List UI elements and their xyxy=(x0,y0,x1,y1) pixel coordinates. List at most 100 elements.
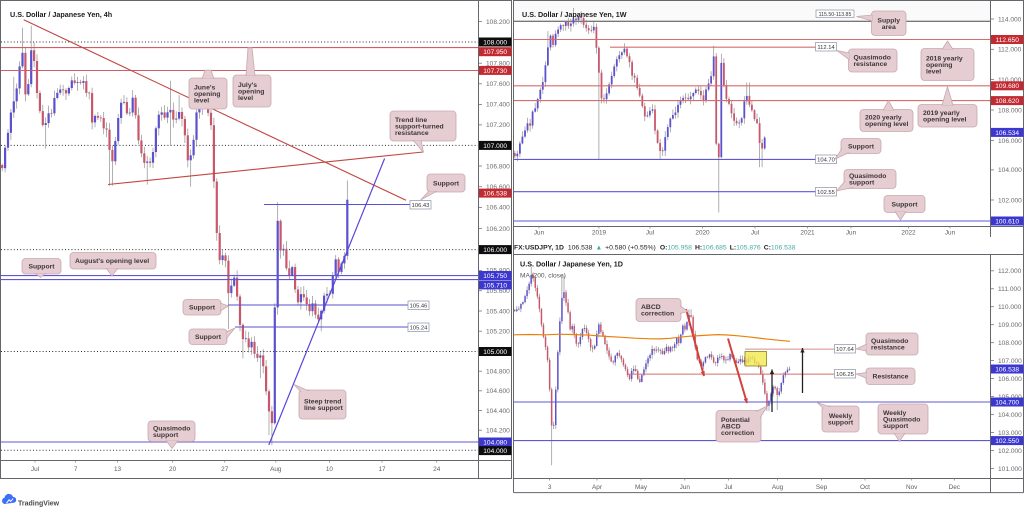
svg-text:112.650: 112.650 xyxy=(996,37,1020,44)
svg-text:support: support xyxy=(883,423,909,430)
svg-text:resistance: resistance xyxy=(395,130,429,137)
svg-text:Support: Support xyxy=(848,143,875,150)
svg-text:ABCD: ABCD xyxy=(641,304,661,311)
svg-text:support: support xyxy=(828,420,854,427)
svg-text:109.000: 109.000 xyxy=(998,322,1022,329)
svg-text:13: 13 xyxy=(114,466,122,473)
svg-text:Nov: Nov xyxy=(906,484,918,491)
svg-text:August's opening level: August's opening level xyxy=(75,258,149,265)
svg-text:109.680: 109.680 xyxy=(995,83,1019,90)
svg-text:104.400: 104.400 xyxy=(486,408,510,415)
svg-text:107.000: 107.000 xyxy=(998,358,1022,365)
svg-text:Support: Support xyxy=(195,334,222,341)
svg-text:Support: Support xyxy=(28,264,55,271)
svg-text:107.800: 107.800 xyxy=(486,61,510,68)
svg-text:106.538: 106.538 xyxy=(483,191,507,198)
svg-text:Oct: Oct xyxy=(860,484,870,491)
svg-text:opening: opening xyxy=(194,91,220,98)
svg-text:2019 yearly: 2019 yearly xyxy=(923,110,960,117)
svg-text:112.000: 112.000 xyxy=(998,268,1022,275)
svg-text:Jun: Jun xyxy=(680,484,691,491)
svg-text:U.S. Dollar / Japanese Yen, 1W: U.S. Dollar / Japanese Yen, 1W xyxy=(522,10,627,19)
svg-text:106.600: 106.600 xyxy=(486,184,510,191)
svg-text:108.000: 108.000 xyxy=(998,340,1022,347)
svg-text:105.24: 105.24 xyxy=(410,325,429,331)
svg-text:Quasimodo: Quasimodo xyxy=(854,55,891,62)
svg-text:July's: July's xyxy=(238,82,257,89)
svg-text:106.000: 106.000 xyxy=(998,138,1022,145)
svg-text:107.730: 107.730 xyxy=(483,68,507,75)
svg-text:resistance: resistance xyxy=(871,345,905,352)
svg-text:U.S. Dollar / Japanese Yen, 4h: U.S. Dollar / Japanese Yen, 4h xyxy=(10,10,112,19)
svg-text:area: area xyxy=(882,24,896,31)
svg-text:105.000: 105.000 xyxy=(998,394,1022,401)
svg-text:104.080: 104.080 xyxy=(483,439,507,446)
svg-text:107.200: 107.200 xyxy=(486,122,510,129)
svg-text:2022: 2022 xyxy=(901,230,916,237)
svg-text:104.000: 104.000 xyxy=(998,412,1022,419)
svg-text:105.200: 105.200 xyxy=(486,329,510,336)
svg-text:104.70: 104.70 xyxy=(817,157,835,163)
svg-text:102.55: 102.55 xyxy=(817,190,835,196)
svg-text:Potential: Potential xyxy=(721,417,750,424)
svg-text:108.620: 108.620 xyxy=(995,98,1019,105)
svg-text:2018 yearly: 2018 yearly xyxy=(926,55,963,62)
svg-text:106.000: 106.000 xyxy=(483,247,507,254)
svg-text:102.000: 102.000 xyxy=(998,197,1022,204)
svg-text:106.25: 106.25 xyxy=(836,372,854,378)
svg-text:Dec: Dec xyxy=(949,484,961,491)
svg-text:Resistance: Resistance xyxy=(873,374,909,381)
svg-text:24: 24 xyxy=(433,466,441,473)
svg-text:Support: Support xyxy=(891,201,918,208)
svg-text:Apr: Apr xyxy=(592,484,603,491)
svg-text:U.S. Dollar / Japanese Yen, 1D: U.S. Dollar / Japanese Yen, 1D xyxy=(520,260,623,269)
svg-text:level: level xyxy=(238,95,253,102)
svg-text:108.200: 108.200 xyxy=(486,19,510,26)
svg-text:104.000: 104.000 xyxy=(483,448,507,455)
svg-text:20: 20 xyxy=(169,466,177,473)
svg-text:107.64: 107.64 xyxy=(836,347,855,353)
svg-text:Jul: Jul xyxy=(646,230,654,237)
svg-text:opening: opening xyxy=(238,88,264,95)
svg-text:27: 27 xyxy=(221,466,229,473)
svg-text:Jul: Jul xyxy=(751,230,759,237)
svg-text:104.600: 104.600 xyxy=(486,388,510,395)
svg-text:Trend line: Trend line xyxy=(395,117,427,124)
svg-text:level: level xyxy=(194,97,209,104)
svg-text:107.950: 107.950 xyxy=(483,49,507,56)
svg-text:107.000: 107.000 xyxy=(483,143,507,150)
svg-text:103.000: 103.000 xyxy=(998,430,1022,437)
svg-text:Jun: Jun xyxy=(534,230,545,237)
svg-text:7: 7 xyxy=(74,466,78,473)
svg-text:105.600: 105.600 xyxy=(486,288,510,295)
svg-text:106.400: 106.400 xyxy=(486,205,510,212)
svg-text:2020: 2020 xyxy=(695,230,710,237)
svg-text:opening: opening xyxy=(926,62,952,69)
svg-text:101.000: 101.000 xyxy=(998,466,1022,473)
svg-text:10: 10 xyxy=(326,466,334,473)
svg-text:104.800: 104.800 xyxy=(486,369,510,376)
svg-text:line support: line support xyxy=(304,405,344,412)
svg-text:106.43: 106.43 xyxy=(412,203,430,209)
svg-text:May: May xyxy=(635,484,648,491)
svg-text:Aug: Aug xyxy=(270,466,282,473)
svg-text:opening level: opening level xyxy=(865,121,909,128)
svg-text:106.800: 106.800 xyxy=(486,163,510,170)
svg-text:104.000: 104.000 xyxy=(998,167,1022,174)
svg-text:105.46: 105.46 xyxy=(410,303,428,309)
svg-text:114.000: 114.000 xyxy=(998,16,1022,23)
svg-text:105.750: 105.750 xyxy=(483,273,507,280)
svg-text:108.000: 108.000 xyxy=(483,39,507,46)
svg-text:Jul: Jul xyxy=(724,484,732,491)
svg-text:resistance: resistance xyxy=(854,61,888,68)
svg-text:MA (200, close): MA (200, close) xyxy=(520,273,566,280)
svg-text:Sep: Sep xyxy=(816,484,828,491)
svg-text:correction: correction xyxy=(641,311,674,318)
svg-text:Steep trend: Steep trend xyxy=(304,399,341,406)
svg-text:2019: 2019 xyxy=(592,230,607,237)
svg-text:105.400: 105.400 xyxy=(486,308,510,315)
svg-text:110.000: 110.000 xyxy=(998,77,1022,84)
svg-text:102.000: 102.000 xyxy=(998,448,1022,455)
svg-text:100.610: 100.610 xyxy=(995,218,1019,225)
